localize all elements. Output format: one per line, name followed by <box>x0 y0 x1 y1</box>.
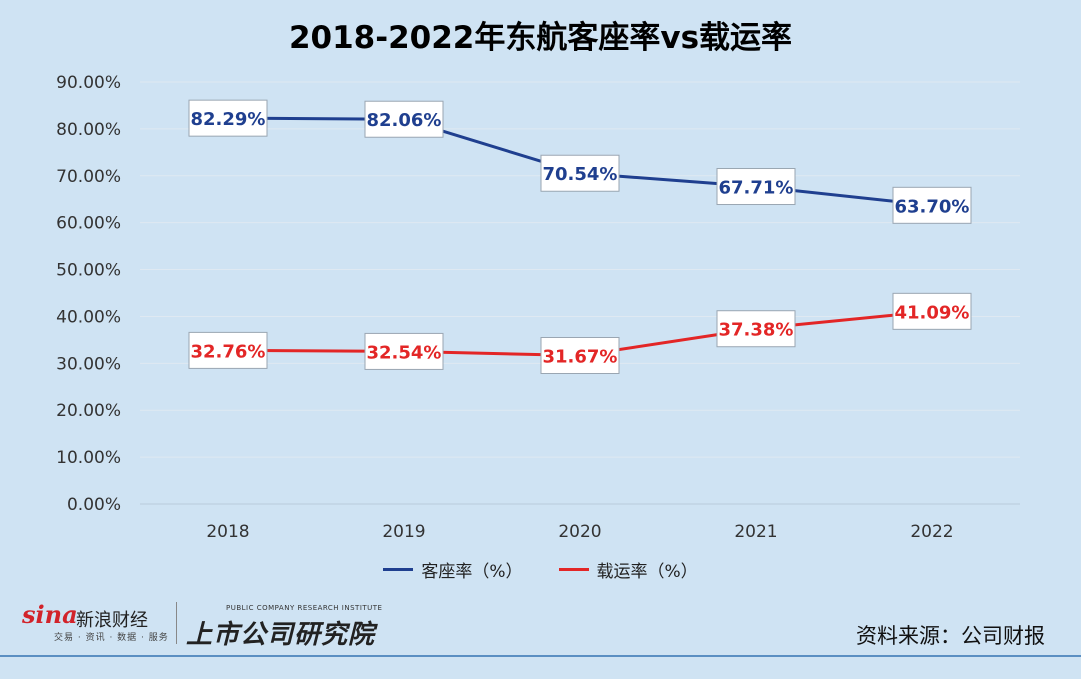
data-label-box <box>716 168 796 206</box>
data-label-box <box>188 331 268 369</box>
chart-title: 2018-2022年东航客座率vs载运率 <box>288 20 793 56</box>
institute-chinese-name: 上市公司研究院 <box>186 620 376 650</box>
data-label-box <box>364 100 444 138</box>
data-label: 82.29% <box>191 109 266 130</box>
institute-english-name: PUBLIC COMPANY RESEARCH INSTITUTE <box>226 604 383 612</box>
legend-swatch-load-rate <box>558 568 589 571</box>
brand-divider <box>176 602 177 644</box>
footer-divider <box>0 655 1081 657</box>
research-institute-logo: PUBLIC COMPANY RESEARCH INSTITUTE 上市公司研究… <box>186 604 386 650</box>
data-label: 32.76% <box>191 341 266 362</box>
source-note: 资料来源：公司财报 <box>856 624 1045 648</box>
x-tick-label: 2021 <box>734 522 777 542</box>
data-label-box <box>364 332 444 370</box>
data-label: 32.54% <box>367 342 442 363</box>
data-label-box <box>540 154 620 192</box>
legend-label-seat-rate: 客座率（%） <box>421 562 523 582</box>
sina-finance-logo: sina 新浪财经 交易 · 资讯 · 数据 · 服务 <box>22 600 172 646</box>
y-tick-label: 60.00% <box>56 214 121 234</box>
y-tick-label: 10.00% <box>56 448 121 468</box>
data-label-box <box>892 186 972 224</box>
y-tick-label: 30.00% <box>56 354 121 374</box>
line-chart: 0.00% 10.00% 20.00% 30.00% 40.00% 50.00% 60.00… <box>56 73 1020 542</box>
x-tick-label: 2018 <box>206 522 249 542</box>
data-label: 37.38% <box>719 320 794 341</box>
sina-finance-tagline: 交易 · 资讯 · 数据 · 服务 <box>54 633 169 643</box>
legend-item-load-rate: 载运率（%） <box>558 557 698 582</box>
y-tick-label: 70.00% <box>56 167 121 187</box>
y-tick-label: 80.00% <box>56 120 121 140</box>
chart-legend: 客座率（%） 载运率（%） <box>0 557 1081 582</box>
data-label: 31.67% <box>543 347 618 368</box>
sina-finance-name: 新浪财经 <box>76 610 148 631</box>
y-tick-label: 0.00% <box>67 495 121 515</box>
legend-swatch-seat-rate <box>383 568 414 571</box>
y-tick-label: 50.00% <box>56 261 121 281</box>
data-label: 82.06% <box>367 110 442 131</box>
legend-item-seat-rate: 客座率（%） <box>383 557 523 582</box>
data-label: 70.54% <box>543 164 618 185</box>
sina-logo-mark: sina <box>22 600 78 629</box>
data-label-box <box>892 292 972 330</box>
y-tick-label: 40.00% <box>56 307 121 327</box>
data-label-box <box>540 337 620 375</box>
x-tick-label: 2022 <box>910 522 953 542</box>
x-tick-label: 2019 <box>382 522 425 542</box>
y-tick-label: 90.00% <box>56 73 121 93</box>
data-label-box <box>716 310 796 348</box>
data-label: 67.71% <box>719 178 794 199</box>
data-label-box <box>188 99 268 137</box>
data-label: 63.70% <box>895 196 970 217</box>
y-tick-label: 20.00% <box>56 401 121 421</box>
x-tick-label: 2020 <box>558 522 601 542</box>
data-label: 41.09% <box>895 302 970 323</box>
legend-label-load-rate: 载运率（%） <box>596 562 698 582</box>
